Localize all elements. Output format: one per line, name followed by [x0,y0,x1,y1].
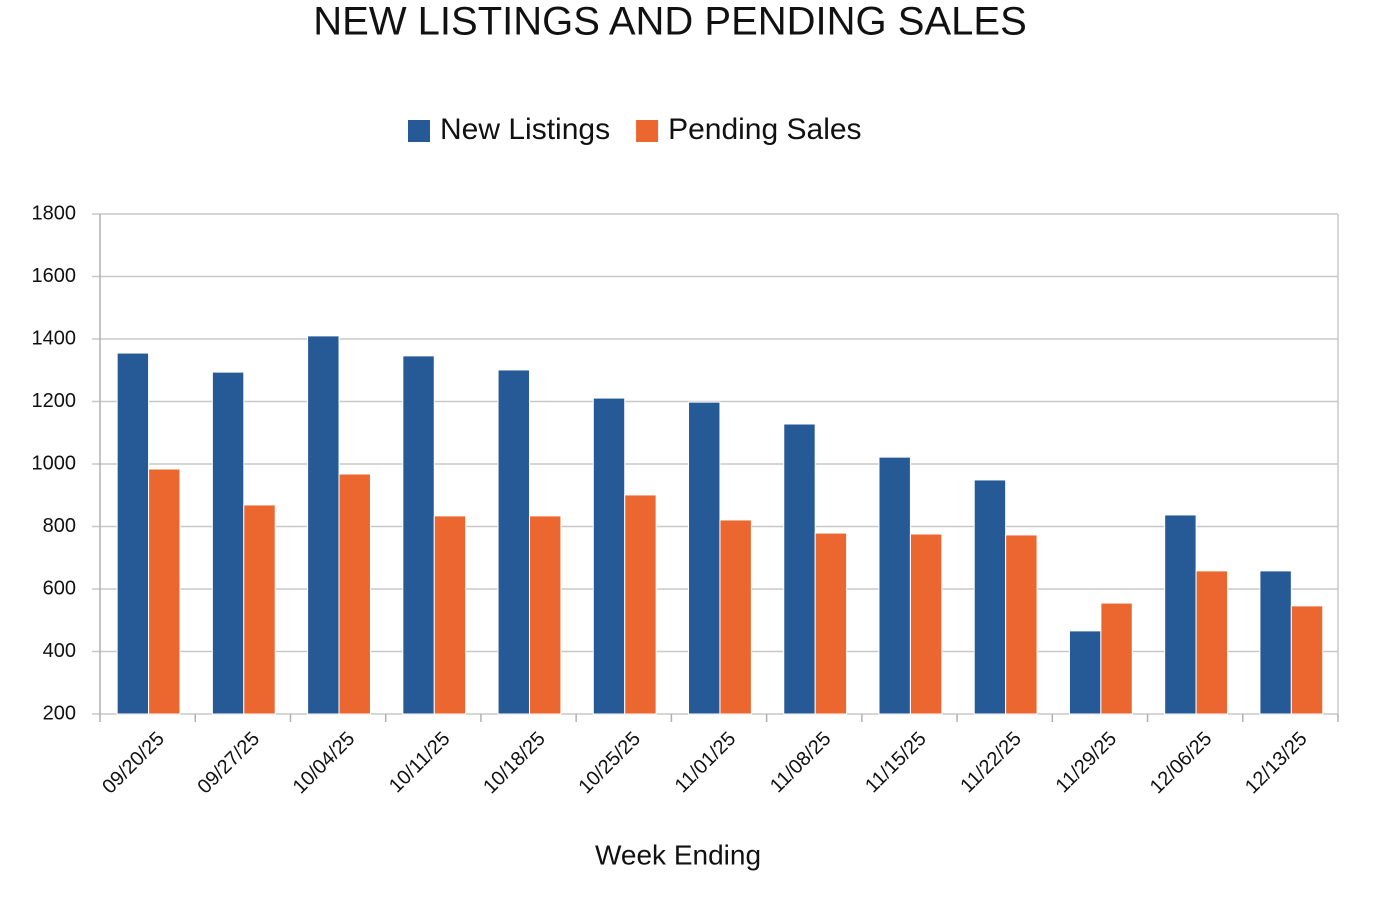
bar [307,335,340,715]
bar [243,504,276,715]
bar [592,397,626,715]
bar [338,473,371,715]
y-tick-label: 1000 [32,452,77,474]
y-tick-label: 800 [43,515,76,537]
bar [878,456,911,715]
y-tick-label: 1200 [32,390,77,412]
bar [624,494,657,715]
y-tick-label: 600 [43,577,76,599]
legend-label: New Listings [440,113,610,146]
bar [1100,602,1133,715]
x-tick-label: 09/20/25 [98,728,169,799]
legend-label: Pending Sales [668,113,861,146]
bar [783,423,816,715]
bar [211,371,245,715]
y-tick-label: 400 [43,640,76,662]
bar [1005,534,1038,715]
y-tick-label: 1800 [32,202,77,224]
bar [116,352,150,715]
x-tick-label: 12/06/25 [1146,728,1217,799]
x-tick-label: 09/27/25 [194,728,265,799]
y-tick-label: 1400 [32,327,77,349]
bar [1259,570,1292,715]
x-axis-title: Week Ending [595,839,761,870]
bar [433,515,467,715]
bar [402,355,435,715]
bar [1290,605,1324,715]
bar [973,479,1007,715]
y-tick-label: 200 [43,702,76,724]
chart-title: NEW LISTINGS AND PENDING SALES [313,0,1027,44]
y-tick-label: 1600 [32,265,77,287]
bar [497,369,530,715]
x-tick-label: 11/29/25 [1052,728,1122,798]
x-tick-label: 11/08/25 [766,728,836,798]
x-tick-label: 11/22/25 [956,728,1026,798]
x-tick-label: 11/01/25 [671,728,741,798]
bar [1164,514,1197,715]
x-tick-label: 10/11/25 [385,728,455,798]
bar [528,515,562,715]
bar [719,519,752,715]
x-tick-label: 10/25/25 [574,728,645,799]
bar [1068,630,1102,715]
x-tick-label: 11/15/25 [861,728,931,798]
x-tick-label: 12/13/25 [1241,728,1312,799]
bar [814,532,848,715]
legend-swatch [408,120,430,142]
bar [909,533,943,715]
x-tick-label: 10/04/25 [289,728,360,799]
bar [1195,570,1229,715]
legend-swatch [636,120,659,142]
bar [688,401,721,715]
bar [148,468,181,715]
x-tick-label: 10/18/25 [479,728,550,799]
